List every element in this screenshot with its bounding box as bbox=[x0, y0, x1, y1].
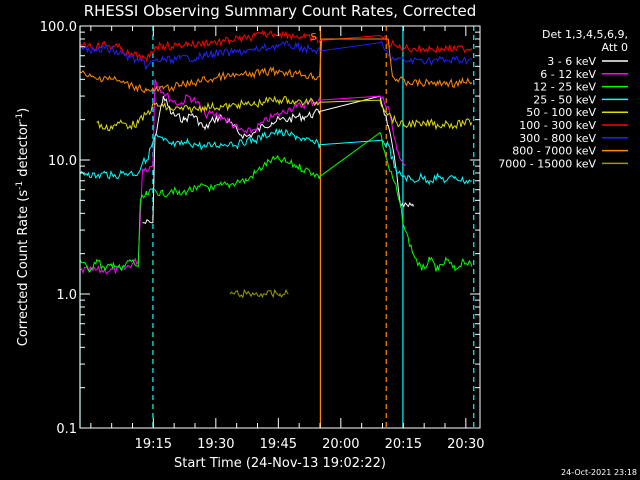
legend-label-4: 50 - 100 keV bbox=[526, 106, 596, 119]
y-axis-label: Corrected Count Rate (s-1 detector-1) bbox=[15, 108, 31, 346]
legend-label-1: 6 - 12 keV bbox=[540, 68, 596, 81]
axes: 100.0 10.0 1.0 0.1 19:15 19:30 19:45 20:00 20:15… bbox=[40, 20, 485, 452]
legend-label-8: 7000 - 15000 keV bbox=[498, 157, 596, 170]
series-line-0 bbox=[142, 95, 414, 224]
plot-area: S bbox=[79, 26, 475, 428]
legend-header-line2: Att 0 bbox=[602, 41, 628, 54]
x-tick-label-5: 20:30 bbox=[447, 437, 484, 452]
series-line-5 bbox=[79, 30, 473, 63]
legend-label-7: 800 - 7000 keV bbox=[512, 145, 596, 158]
y-tick-label-0: 100.0 bbox=[40, 20, 77, 35]
legend-header-line1: Det 1,3,4,5,6,9, bbox=[542, 28, 628, 41]
x-tick-label-1: 19:30 bbox=[197, 437, 234, 452]
y-tick-label-3: 0.1 bbox=[56, 422, 77, 437]
series-line-3 bbox=[79, 127, 472, 186]
series-line-7 bbox=[80, 38, 473, 94]
series-line-2 bbox=[79, 131, 473, 273]
series-line-8 bbox=[229, 288, 289, 299]
legend-label-3: 25 - 50 keV bbox=[533, 93, 596, 106]
x-axis-label: Start Time (24-Nov-13 19:02:22) bbox=[174, 456, 386, 471]
y-tick-label-1: 10.0 bbox=[48, 154, 77, 169]
series-line-6 bbox=[79, 40, 473, 70]
chart-title: RHESSI Observing Summary Count Rates, Co… bbox=[84, 2, 477, 20]
footer-date: 24-Oct-2021 23:18 bbox=[561, 468, 637, 477]
legend-label-6: 300 - 800 keV bbox=[519, 132, 596, 145]
y-tick-label-2: 1.0 bbox=[56, 288, 77, 303]
plot-frame bbox=[79, 25, 481, 429]
series-line-1 bbox=[79, 79, 406, 275]
event-marker: S bbox=[310, 32, 316, 43]
x-tick-label-0: 19:15 bbox=[135, 437, 172, 452]
legend-label-0: 3 - 6 keV bbox=[547, 55, 596, 68]
x-tick-label-4: 20:15 bbox=[385, 437, 422, 452]
legend-label-2: 12 - 25 keV bbox=[533, 81, 596, 94]
legend-label-5: 100 - 300 keV bbox=[519, 119, 596, 132]
x-tick-label-2: 19:45 bbox=[260, 437, 297, 452]
x-tick-label-3: 20:00 bbox=[322, 437, 359, 452]
series-line-4 bbox=[96, 95, 473, 132]
